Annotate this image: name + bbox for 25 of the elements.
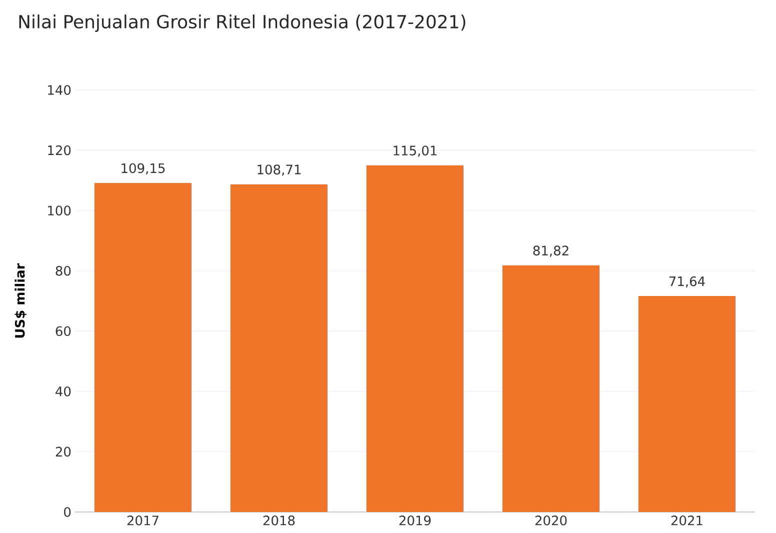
bar [502,265,600,512]
data-label: 71,64 [669,276,705,288]
y-axis-title: US$ miliar [14,263,26,338]
y-tick-label: 140 [48,85,71,95]
y-tick-label: 100 [48,206,71,216]
y-tick-label: 20 [56,446,71,457]
bar [230,184,328,512]
data-label: 109,15 [122,163,165,174]
y-tick-label: 60 [56,326,71,336]
data-label: 81,82 [533,246,568,257]
data-label: 115,01 [394,146,437,157]
x-tick-label: 2019 [399,516,431,526]
x-tick-label: 2021 [671,516,702,526]
y-tick-label: 80 [56,266,71,276]
x-tick-label: 2020 [535,516,567,526]
bar [638,296,736,512]
chart-title: Nilai Penjualan Grosir Ritel Indonesia (2017-2021) [19,14,466,32]
x-tick-label: 2017 [127,516,158,526]
y-tick-label: 120 [48,145,71,156]
bar [94,182,192,512]
x-tick-label: 2018 [263,516,295,526]
bar [366,165,464,512]
y-tick-label: 0 [64,507,71,517]
y-tick-label: 40 [56,386,71,396]
data-label: 108,71 [258,164,301,176]
